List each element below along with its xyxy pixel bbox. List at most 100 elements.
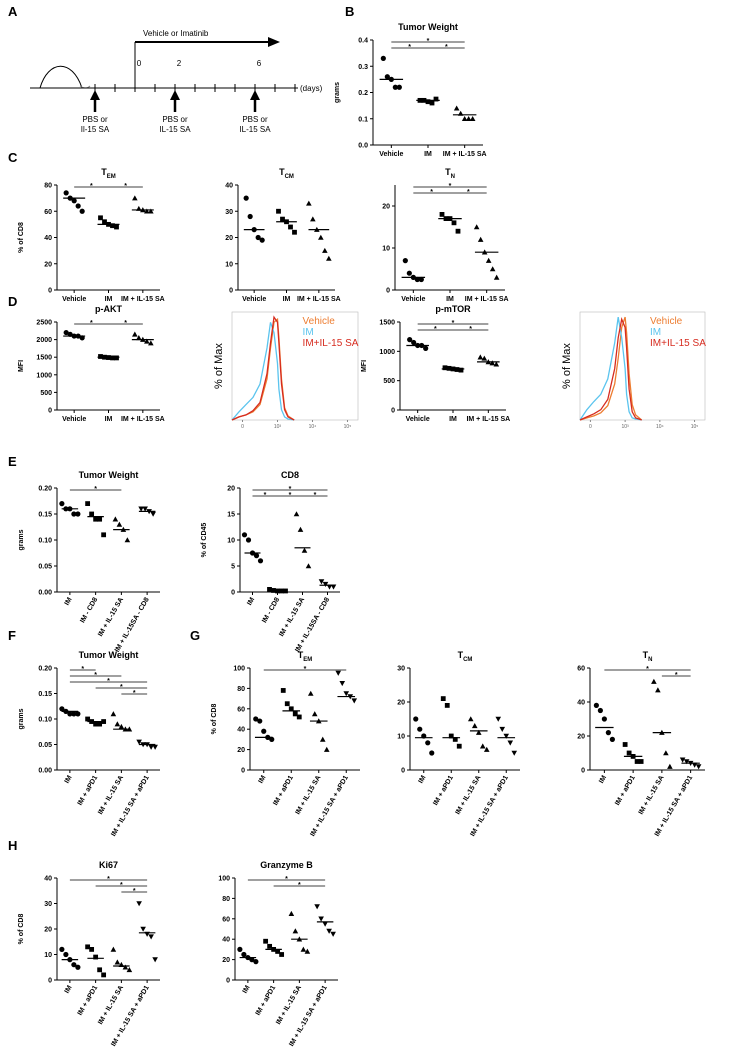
treatment-label: Vehicle or Imatinib bbox=[143, 29, 209, 38]
chart-title: TCM bbox=[458, 650, 473, 663]
data-point bbox=[140, 926, 146, 932]
x-tick-label: IM bbox=[64, 774, 74, 784]
data-point bbox=[93, 954, 99, 960]
significance-label: * bbox=[285, 876, 288, 883]
x-tick-label: 0 bbox=[241, 424, 244, 430]
significance-label: * bbox=[289, 486, 292, 493]
y-tick-label: 0.05 bbox=[38, 742, 52, 749]
data-point bbox=[323, 746, 330, 752]
data-point bbox=[288, 910, 295, 916]
y-axis-label: % of Max bbox=[213, 343, 225, 389]
x-tick-label: IM bbox=[283, 296, 291, 303]
panel-label: G bbox=[190, 628, 200, 643]
x-tick-label: IM bbox=[449, 416, 457, 423]
data-point bbox=[319, 736, 326, 742]
y-tick-label: 0 bbox=[581, 768, 585, 775]
y-tick-label: 60 bbox=[237, 706, 245, 713]
y-tick-label: 1500 bbox=[379, 320, 395, 327]
data-point bbox=[322, 581, 329, 587]
data-point bbox=[418, 276, 424, 283]
data-point bbox=[475, 729, 482, 735]
y-tick-label: 30 bbox=[397, 666, 405, 673]
data-point bbox=[458, 367, 464, 373]
y-axis-label: % of CD45 bbox=[201, 523, 208, 558]
significance-label: * bbox=[264, 492, 267, 499]
data-point bbox=[413, 716, 419, 722]
x-tick-label: IM bbox=[424, 151, 432, 158]
data-point bbox=[485, 257, 492, 263]
legend-entry: Vehicle bbox=[303, 316, 336, 327]
data-point bbox=[695, 764, 702, 770]
data-point bbox=[440, 696, 446, 701]
x-tick-label: IM + IL-15 SA bbox=[443, 151, 487, 158]
y-tick-label: 40 bbox=[44, 876, 52, 883]
x-tick-label: IM bbox=[258, 774, 268, 784]
data-point bbox=[118, 723, 125, 729]
data-point bbox=[292, 711, 298, 717]
data-point bbox=[148, 934, 154, 940]
chart-title: TN bbox=[445, 167, 455, 180]
x-tick-label: IM bbox=[105, 296, 113, 303]
data-point bbox=[477, 236, 484, 242]
injection-arrowhead bbox=[170, 90, 180, 100]
significance-label: * bbox=[133, 690, 136, 697]
injection-label: PBS or bbox=[242, 115, 268, 124]
significance-label: * bbox=[90, 320, 93, 327]
data-point bbox=[442, 365, 448, 371]
data-point bbox=[425, 99, 431, 105]
legend-entry: IM+IL-15 SA bbox=[650, 338, 706, 349]
data-point bbox=[101, 532, 107, 538]
plot-frame bbox=[579, 311, 706, 421]
x-tick-label: 10⁵ bbox=[691, 424, 699, 430]
data-point bbox=[114, 959, 121, 965]
data-point bbox=[110, 711, 117, 717]
panel-label: B bbox=[345, 4, 354, 19]
data-point bbox=[97, 967, 103, 973]
panel-label: H bbox=[8, 838, 17, 853]
data-point bbox=[114, 721, 121, 727]
panel-label: F bbox=[8, 628, 16, 643]
data-point bbox=[417, 726, 423, 732]
data-point bbox=[247, 213, 253, 220]
data-point bbox=[280, 688, 286, 693]
data-point bbox=[489, 360, 496, 366]
y-tick-label: 0.2 bbox=[358, 90, 368, 97]
data-point bbox=[407, 337, 413, 343]
data-point bbox=[59, 501, 65, 507]
y-axis-label: % of CD8 bbox=[18, 914, 25, 945]
data-point bbox=[411, 339, 417, 346]
data-point bbox=[63, 329, 69, 336]
x-tick-label: IM + IL-15 SA bbox=[297, 296, 341, 303]
y-tick-label: 20 bbox=[237, 747, 245, 754]
y-tick-label: 1000 bbox=[379, 349, 395, 356]
panel-label: C bbox=[8, 150, 18, 165]
data-point bbox=[465, 115, 472, 122]
legend-entry: IM bbox=[650, 327, 661, 338]
y-tick-label: 0.05 bbox=[38, 564, 52, 571]
y-axis-label: grams bbox=[334, 82, 341, 103]
injection-label: Il-15 SA bbox=[81, 125, 110, 134]
significance-label: * bbox=[81, 666, 84, 673]
data-point bbox=[75, 511, 81, 517]
data-point bbox=[98, 215, 103, 221]
y-tick-label: 0.15 bbox=[38, 512, 52, 519]
y-tick-label: 0.10 bbox=[38, 538, 52, 545]
chart-title-subscript: EM bbox=[107, 174, 116, 180]
data-point bbox=[605, 730, 611, 736]
y-tick-label: 0.20 bbox=[38, 486, 52, 493]
x-tick-label: Vehicle bbox=[62, 416, 86, 423]
data-point bbox=[301, 547, 308, 553]
data-point bbox=[456, 743, 462, 749]
data-point bbox=[318, 579, 325, 585]
data-point bbox=[326, 928, 332, 934]
y-tick-label: 0 bbox=[48, 288, 52, 295]
legend-entry: Vehicle bbox=[650, 316, 683, 327]
data-point bbox=[499, 726, 506, 732]
x-tick-label: IM bbox=[242, 984, 252, 994]
y-tick-label: 40 bbox=[237, 727, 245, 734]
y-tick-label: 20 bbox=[577, 734, 585, 741]
data-point bbox=[351, 698, 358, 704]
data-point bbox=[75, 964, 81, 970]
y-axis-label: MFI bbox=[361, 360, 368, 372]
data-point bbox=[101, 972, 107, 978]
